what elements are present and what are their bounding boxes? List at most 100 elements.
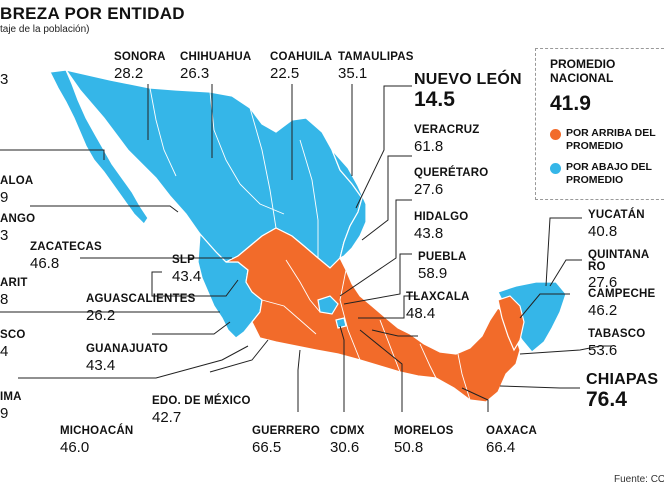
label-zacatecas: ZACATECAS 46.8: [30, 241, 102, 272]
region-cdmx: [335, 317, 347, 329]
map-subtitle: taje de la población): [0, 24, 90, 35]
value-hidalgo: 43.8: [414, 224, 444, 242]
value-veracruz: 61.8: [414, 137, 444, 155]
label-queretaro: QUERÉTARO 27.6: [414, 167, 489, 198]
value-tamaulipas: 35.1: [338, 64, 368, 82]
name-oaxaca: OAXACA: [486, 425, 538, 437]
leader-lines: [0, 84, 612, 412]
value-colima: 9: [0, 404, 9, 422]
name-colima: IMA: [0, 391, 22, 403]
label-tlaxcala: TLAXCALA 48.4: [406, 291, 470, 322]
value-guanajuato: 43.4: [86, 356, 116, 374]
legend-title-line1: PROMEDIO: [550, 57, 616, 71]
value-chiapas: 76.4: [586, 388, 627, 411]
label-guanajuato: GUANAJUATO 43.4: [86, 343, 169, 374]
label-guerrero: GUERRERO 66.5: [252, 425, 321, 456]
value-campeche: 46.2: [588, 301, 618, 319]
name-coahuila: COAHUILA: [270, 51, 333, 63]
value-coahuila: 22.5: [270, 64, 300, 82]
value-tlaxcala: 48.4: [406, 304, 436, 322]
value-nuevo-leon: 14.5: [414, 88, 455, 111]
value-yucatan: 40.8: [588, 222, 618, 240]
name-queretaro: QUERÉTARO: [414, 167, 489, 179]
name-veracruz: VERACRUZ: [414, 124, 480, 136]
label-campeche: CAMPECHE 46.2: [588, 288, 656, 319]
name-sonora: SONORA: [114, 51, 166, 63]
label-baja-california: 3: [0, 70, 8, 87]
name-chiapas: CHIAPAS: [586, 371, 659, 388]
label-edo-mexico: EDO. DE MÉXICO 42.7: [152, 395, 251, 426]
label-chiapas: CHIAPAS 76.4: [586, 371, 659, 411]
name-campeche: CAMPECHE: [588, 288, 656, 300]
region-campeche: [497, 295, 525, 352]
name-michoacan: MICHOACÁN: [60, 425, 134, 437]
label-yucatan: YUCATÁN 40.8: [588, 209, 645, 240]
value-puebla: 58.9: [418, 264, 448, 282]
value-michoacan: 46.0: [60, 438, 90, 456]
label-oaxaca: OAXACA 66.4: [486, 425, 538, 456]
label-nuevo-leon: NUEVO LEÓN 14.5: [414, 71, 522, 111]
label-slp: SLP 43.4: [172, 254, 202, 285]
label-michoacan: MICHOACÁN 46.0: [60, 425, 134, 456]
above-average-swatch: [550, 129, 561, 140]
below-average-swatch: [550, 163, 561, 174]
name-guanajuato: GUANAJUATO: [86, 343, 169, 355]
legend-below-line2: PROMEDIO: [566, 173, 624, 186]
name-nuevo-leon: NUEVO LEÓN: [414, 71, 522, 88]
legend-national-value: 41.9: [550, 92, 591, 115]
value-morelos: 50.8: [394, 438, 424, 456]
name-quintana-roo: QUINTANA RO: [588, 249, 650, 273]
label-sinaloa: ALOA 9: [0, 175, 34, 204]
region-center-orange: [225, 227, 521, 403]
name-zacatecas: ZACATECAS: [30, 241, 102, 253]
map-title: BREZA POR ENTIDAD: [0, 4, 185, 23]
value-cdmx: 30.6: [330, 438, 360, 456]
legend-below-line1: POR ABAJO DEL: [566, 161, 652, 173]
value-queretaro: 27.6: [414, 180, 444, 198]
name-chihuahua: CHIHUAHUA: [180, 51, 252, 63]
label-sonora: SONORA 28.2: [114, 51, 166, 82]
label-cdmx: CDMX 30.6: [330, 425, 365, 456]
value-slp: 43.4: [172, 267, 202, 285]
name-sinaloa: ALOA: [0, 175, 34, 187]
name-yucatan: YUCATÁN: [588, 209, 645, 221]
value-guerrero: 66.5: [252, 438, 282, 456]
name-tabasco: TABASCO: [588, 328, 646, 340]
name-guerrero: GUERRERO: [252, 425, 321, 437]
label-chihuahua: CHIHUAHUA 26.3: [180, 51, 252, 82]
label-quintana-roo: QUINTANA RO 27.6: [588, 249, 664, 291]
label-nayarit: ARIT 8: [0, 277, 28, 308]
label-coahuila: COAHUILA 22.5: [270, 51, 333, 82]
legend-title-line2: NACIONAL: [550, 71, 614, 86]
value-sonora: 28.2: [114, 64, 144, 82]
value-nayarit: 8: [0, 290, 9, 308]
value-quintana-roo: 27.6: [588, 274, 618, 291]
label-puebla: PUEBLA 58.9: [418, 251, 467, 282]
legend-below: POR ABAJO DEL PROMEDIO: [550, 161, 652, 186]
value-durango: 3: [0, 226, 9, 244]
value-baja-california: 3: [0, 71, 9, 88]
name-edo-mexico: EDO. DE MÉXICO: [152, 395, 251, 407]
value-oaxaca: 66.4: [486, 438, 516, 456]
name-slp: SLP: [172, 254, 195, 266]
value-jalisco: 4: [0, 342, 9, 360]
name-nayarit: ARIT: [0, 277, 28, 289]
name-tlaxcala: TLAXCALA: [406, 291, 470, 303]
name-tamaulipas: TAMAULIPAS: [338, 51, 414, 63]
legend-title: PROMEDIO NACIONAL: [550, 57, 615, 86]
legend: PROMEDIO NACIONAL 41.9 POR ARRIBA DEL PR…: [535, 48, 664, 200]
value-edo-mexico: 42.7: [152, 408, 182, 426]
name-aguascalientes: AGUASCALIENTES: [86, 293, 196, 305]
value-aguascalientes: 26.2: [86, 306, 116, 324]
name-jalisco: SCO: [0, 329, 26, 341]
name-morelos: MORELOS: [394, 425, 454, 437]
value-chihuahua: 26.3: [180, 64, 210, 82]
region-queretaro: [317, 295, 339, 315]
label-tamaulipas: TAMAULIPAS 35.1: [338, 51, 414, 82]
name-puebla: PUEBLA: [418, 251, 467, 263]
value-zacatecas: 46.8: [30, 254, 60, 272]
label-veracruz: VERACRUZ 61.8: [414, 124, 480, 155]
source-note: Fuente: CO: [614, 474, 664, 485]
region-baja-california: [49, 69, 149, 225]
label-hidalgo: HIDALGO 43.8: [414, 211, 468, 242]
